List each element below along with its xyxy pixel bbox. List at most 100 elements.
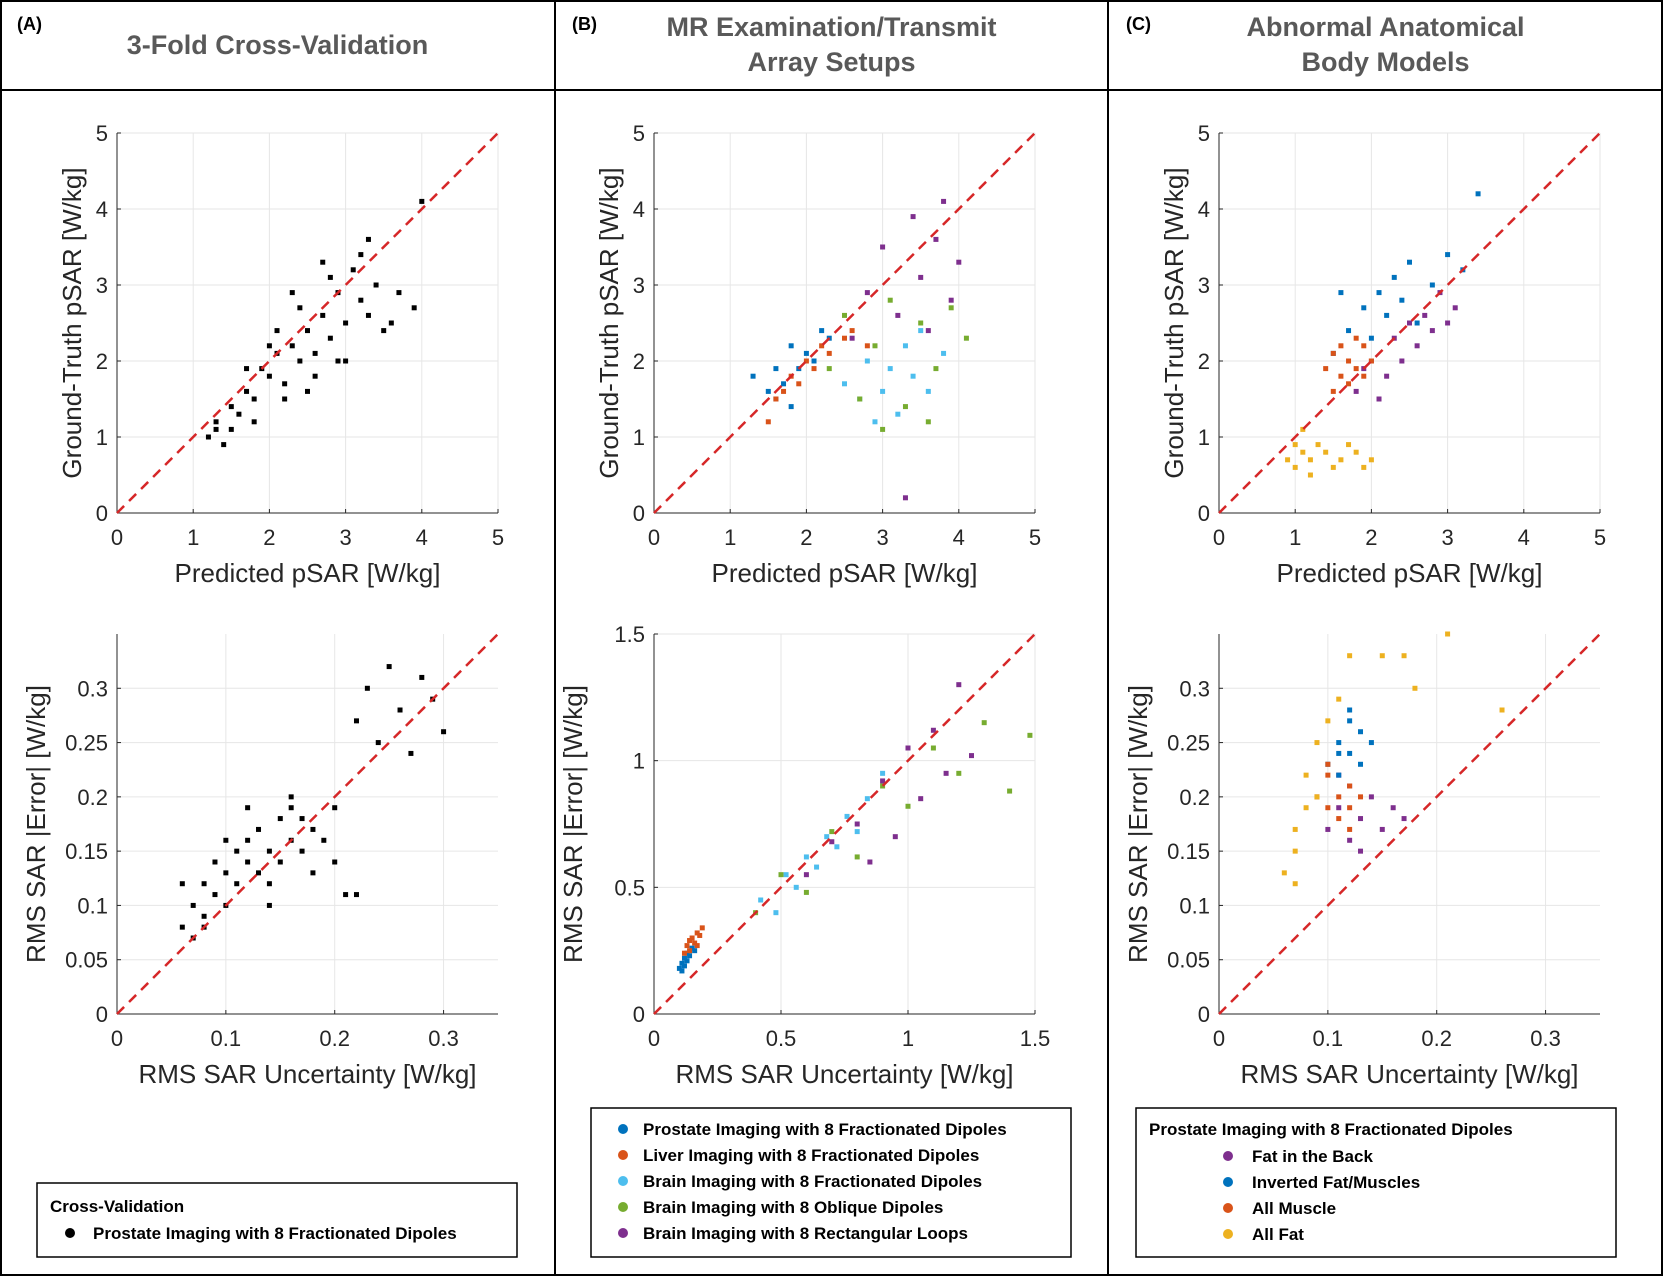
scatter-point xyxy=(941,350,947,356)
scatter-point xyxy=(1346,442,1352,448)
scatter-point xyxy=(684,958,690,964)
y-tick-label: 0.2 xyxy=(1179,785,1210,810)
scatter-point xyxy=(969,753,974,759)
scatter-point xyxy=(676,965,682,971)
scatter-point xyxy=(684,950,690,956)
legend-label: Brain Imaging with 8 Fractionated Dipole… xyxy=(643,1172,982,1191)
scatter-point xyxy=(829,829,835,835)
scatter-point xyxy=(814,864,820,870)
y-tick-label: 0 xyxy=(1198,1002,1210,1027)
x-tick-label: 0.5 xyxy=(766,1026,797,1051)
scatter-point xyxy=(781,388,787,394)
legend-marker xyxy=(618,1228,628,1238)
scatter-point xyxy=(778,872,784,878)
scatter-point xyxy=(956,259,962,265)
legend-box xyxy=(1135,1107,1617,1258)
scatter-point xyxy=(948,297,954,303)
identity-line xyxy=(653,633,1036,1015)
scatter-point xyxy=(256,826,262,832)
scatter-point xyxy=(1429,282,1435,288)
scatter-point xyxy=(933,366,939,372)
y-tick-label: 4 xyxy=(633,197,645,222)
scatter-point xyxy=(179,881,185,887)
y-tick-label: 0.3 xyxy=(1179,676,1210,701)
scatter-point xyxy=(679,960,685,966)
scatter-point xyxy=(687,938,693,944)
x-tick-label: 0.1 xyxy=(211,1026,242,1051)
scatter-point xyxy=(829,839,835,845)
scatter-point xyxy=(895,312,901,318)
scatter-point xyxy=(1027,732,1033,738)
scatter-point xyxy=(297,358,303,364)
scatter-point xyxy=(864,796,870,802)
scatter-point xyxy=(335,358,341,364)
y-tick-label: 0 xyxy=(96,1002,108,1027)
scatter-point xyxy=(299,848,305,854)
legend-marker xyxy=(618,1176,628,1186)
scatter-point xyxy=(358,297,364,303)
scatter-point xyxy=(854,821,860,827)
scatter-point xyxy=(1314,740,1320,746)
scatter-point xyxy=(684,943,690,949)
scatter-point xyxy=(918,274,924,280)
scatter-point xyxy=(1336,750,1342,756)
scatter-point xyxy=(880,388,886,394)
scatter-point xyxy=(201,913,207,919)
scatter-point xyxy=(796,381,802,387)
scatter-point xyxy=(773,910,779,916)
scatter-point xyxy=(1336,696,1342,702)
scatter-point xyxy=(320,312,326,318)
scatter-point xyxy=(773,396,779,402)
scatter-point xyxy=(1303,772,1309,778)
scatter-point xyxy=(765,388,771,394)
scatter-point xyxy=(343,358,349,364)
y-tick-label: 0.05 xyxy=(65,948,108,973)
scatter-point xyxy=(1384,312,1390,318)
scatter-point xyxy=(1368,740,1374,746)
legend-label: All Fat xyxy=(1252,1225,1304,1244)
scatter-point xyxy=(819,343,825,349)
scatter-point xyxy=(1347,653,1353,659)
scatter-point xyxy=(872,419,878,425)
legend-label: Brain Imaging with 8 Oblique Dipoles xyxy=(643,1198,943,1217)
scatter-point xyxy=(689,935,695,941)
panel-title: MR Examination/Transmit Array Setups xyxy=(666,12,997,77)
y-tick-label: 0.3 xyxy=(77,676,108,701)
scatter-point xyxy=(1379,653,1385,659)
y-tick-label: 3 xyxy=(96,273,108,298)
scatter-point xyxy=(1422,312,1428,318)
scatter-point xyxy=(1325,761,1331,767)
scatter-point xyxy=(854,829,860,835)
legend-marker xyxy=(618,1124,628,1134)
scatter-point xyxy=(849,328,855,334)
scatter-point xyxy=(1499,707,1505,713)
scatter-point xyxy=(234,881,240,887)
x-tick-label: 0 xyxy=(111,1026,123,1051)
scatter-point xyxy=(1358,816,1364,822)
scatter-point xyxy=(1368,358,1374,364)
scatter-point xyxy=(327,335,333,341)
x-tick-label: 0.1 xyxy=(1313,1026,1344,1051)
scatter-point xyxy=(1358,794,1364,800)
scatter-point xyxy=(327,274,333,280)
scatter-point xyxy=(697,932,703,938)
scatter-point xyxy=(234,848,240,854)
scatter-point xyxy=(842,335,847,341)
scatter-point xyxy=(277,859,283,865)
scatter-point xyxy=(1292,881,1298,887)
scatter-point xyxy=(205,434,211,440)
x-axis-label: RMS SAR Uncertainty [W/kg] xyxy=(138,1059,476,1089)
y-tick-label: 0.15 xyxy=(1167,839,1210,864)
x-tick-label: 0 xyxy=(1213,1026,1225,1051)
x-tick-label: 1 xyxy=(187,525,199,550)
scatter-point xyxy=(1361,305,1367,311)
panel-label: (A) xyxy=(17,14,42,34)
scatter-point xyxy=(681,963,687,969)
scatter-point xyxy=(1347,826,1353,832)
scatter-point xyxy=(1452,305,1458,311)
scatter-point xyxy=(266,902,272,908)
scatter-point xyxy=(282,396,288,402)
legend-marker xyxy=(1223,1177,1233,1187)
x-tick-label: 0 xyxy=(111,525,123,550)
